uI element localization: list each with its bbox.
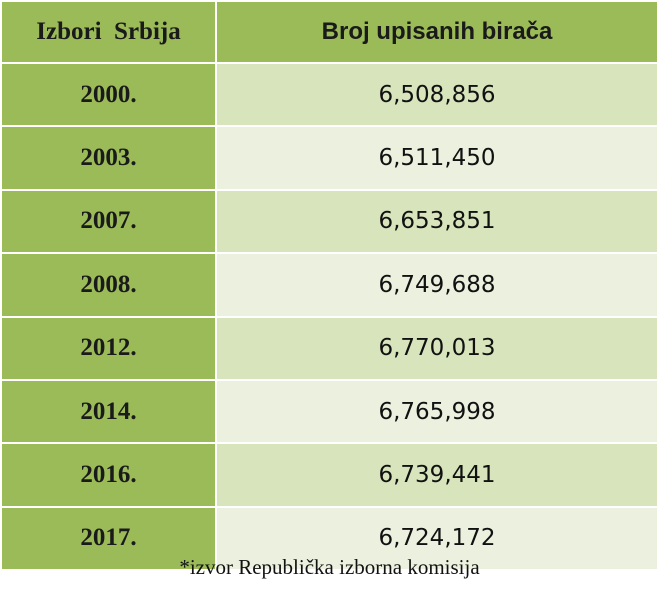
table: Izbori Srbija Broj upisanih birača 2000.…: [0, 0, 659, 572]
table-row: 2012. 6,770,013: [0, 315, 659, 381]
table-row: 2014. 6,765,998: [0, 378, 659, 445]
voters-cell: 6,765,998: [215, 378, 659, 445]
header-cell: Izbori Srbija: [0, 0, 217, 64]
voters-cell: 6,770,013: [215, 315, 659, 381]
table-row: 2003. 6,511,450: [0, 125, 659, 191]
table-row: 2000. 6,508,856: [0, 61, 659, 128]
year-cell: 2000.: [0, 61, 217, 128]
table-row: 2008. 6,749,688: [0, 252, 659, 318]
voters-cell: 6,653,851: [215, 188, 659, 255]
table-row: 2016. 6,739,441: [0, 442, 659, 508]
voters-cell: 6,508,856: [215, 61, 659, 128]
voters-cell: 6,739,441: [215, 442, 659, 508]
table-row: 2007. 6,653,851: [0, 188, 659, 255]
year-cell: 2007.: [0, 188, 217, 255]
year-cell: 2017.: [0, 505, 217, 572]
year-cell: 2003.: [0, 125, 217, 191]
voters-cell: 6,511,450: [215, 125, 659, 191]
voters-cell: 6,749,688: [215, 252, 659, 318]
table-row: 2017. 6,724,172: [0, 505, 659, 572]
voters-cell: 6,724,172: [215, 505, 659, 572]
table-body: 2000. 6,508,856 2003. 6,511,450 2007. 6,653,8…: [0, 61, 659, 572]
header-row: Izbori Srbija Broj upisanih birača: [0, 0, 659, 64]
footnote: *izvor Republička izborna komisija: [179, 555, 480, 579]
year-cell: 2012.: [0, 315, 217, 381]
header-cell: Broj upisanih birača: [215, 0, 659, 64]
year-cell: 2008.: [0, 252, 217, 318]
year-cell: 2014.: [0, 378, 217, 445]
year-cell: 2016.: [0, 442, 217, 508]
